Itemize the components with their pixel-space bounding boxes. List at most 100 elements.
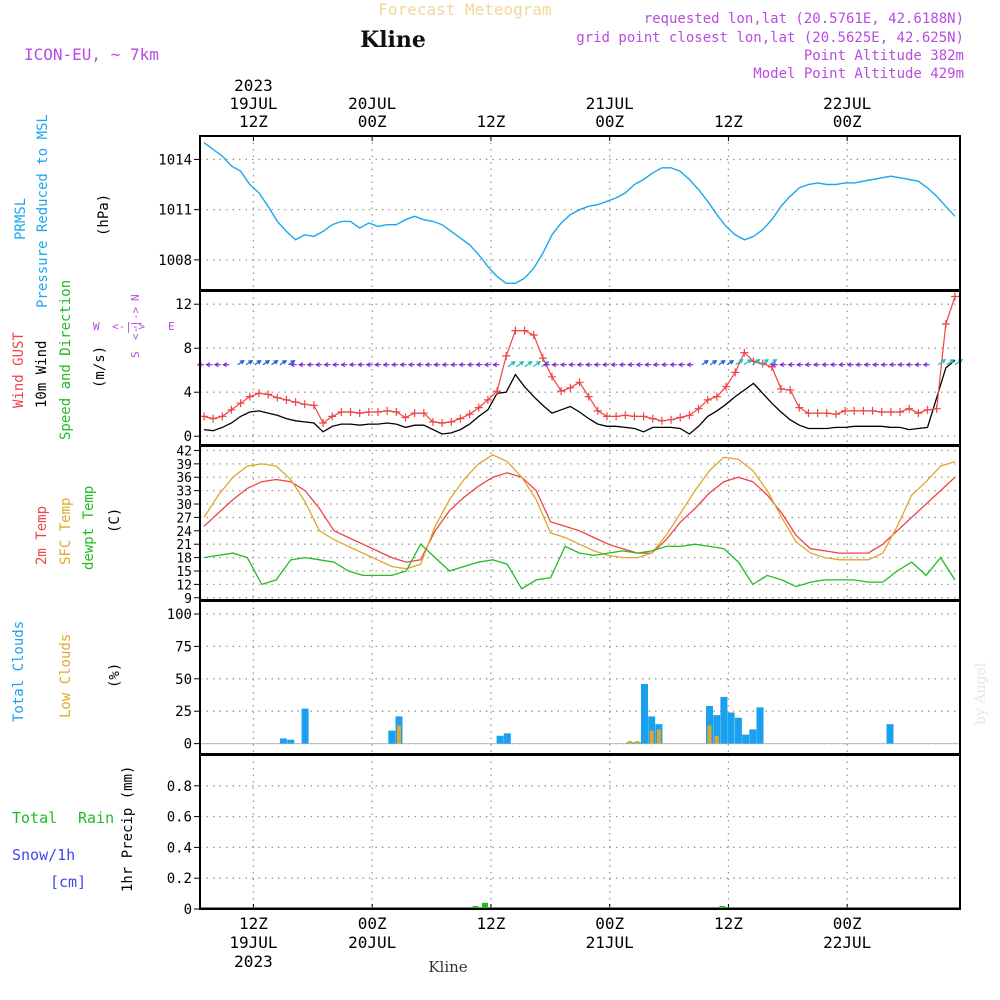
wind-direction-arrow	[515, 360, 525, 368]
wind-direction-arrow	[416, 362, 424, 368]
y-tick-label: 100	[167, 607, 192, 623]
gust-marker	[502, 351, 511, 360]
gust-marker	[493, 387, 502, 396]
y-tick-label: 1011	[158, 203, 192, 219]
gust-marker	[795, 403, 804, 412]
gust-marker	[319, 419, 328, 427]
time-label-hour: 00Z	[358, 914, 387, 933]
compass-s: S	[129, 351, 142, 358]
footer-place: Kline	[428, 958, 467, 976]
cloud-labels: Total Clouds Low Clouds (%)	[11, 621, 123, 722]
gust-marker	[428, 417, 437, 426]
wind-direction-arrow	[871, 362, 880, 368]
gust-marker	[538, 354, 547, 363]
wind-direction-arrow	[778, 362, 787, 368]
wind-direction-arrow	[669, 362, 677, 368]
wind-direction-arrow	[821, 362, 829, 368]
wind-direction-arrow	[701, 359, 709, 366]
wind-direction-arrow	[348, 362, 356, 368]
wind-direction-arrow	[357, 362, 365, 368]
wind-direction-arrow	[880, 362, 888, 368]
gust-marker	[483, 395, 492, 404]
y-tick-label: 27	[176, 511, 192, 526]
bar-low-clouds	[397, 725, 401, 744]
bar-total-clouds	[706, 706, 713, 744]
bar-total-clouds	[756, 707, 764, 744]
requested-coords: requested lon,lat (20.5761E, 42.6188N)	[644, 11, 964, 27]
gust-marker	[868, 406, 877, 415]
bar-total-clouds	[713, 715, 721, 744]
wind-direction-arrow	[331, 362, 340, 368]
gust-marker	[254, 389, 263, 398]
wind-direction-arrow	[492, 362, 500, 368]
gust-marker	[465, 410, 474, 419]
y-tick-label: 1014	[158, 152, 192, 168]
gust-marker	[621, 411, 630, 420]
y-tick-label: 0	[184, 737, 192, 753]
y-tick-label: 18	[176, 552, 192, 567]
gust-marker	[639, 412, 648, 421]
wind-direction-arrow	[323, 362, 331, 368]
time-label-hour: 12Z	[476, 914, 505, 933]
bar-total-clouds	[287, 739, 295, 744]
time-label-hour: 00Z	[595, 112, 624, 131]
gust-marker	[786, 386, 795, 394]
wind-direction-arrow	[297, 362, 306, 368]
label-low-clouds: Low Clouds	[58, 634, 74, 718]
wind-direction-arrow	[576, 362, 584, 368]
wind-direction-arrow	[709, 359, 718, 366]
time-label-hour: 00Z	[833, 914, 862, 933]
wind-direction-arrow	[913, 362, 922, 368]
gust-marker	[456, 414, 465, 423]
bar-total-rain	[472, 906, 479, 909]
wind-direction-arrow	[618, 362, 626, 368]
bar-total-clouds	[648, 716, 656, 744]
wind-direction-arrow	[524, 360, 533, 368]
y-tick-label: 15	[176, 565, 192, 580]
label-ms: (m/s)	[92, 346, 108, 388]
gust-marker	[593, 406, 602, 415]
wind-direction-arrow	[888, 362, 896, 368]
gust-marker	[841, 406, 850, 415]
gust-marker	[932, 404, 941, 413]
y-tick-label: 0.6	[167, 810, 192, 826]
wind-direction-arrow	[441, 362, 449, 368]
wind-direction-arrow	[769, 358, 778, 366]
gust-marker	[896, 408, 905, 416]
gust-marker	[740, 348, 749, 357]
gust-marker	[236, 399, 245, 408]
gust-marker	[337, 408, 346, 416]
panel-frame	[199, 445, 961, 601]
wind-direction-arrow	[373, 362, 382, 368]
wind-direction-arrow	[584, 362, 593, 368]
time-label-day: 20JUL	[348, 94, 396, 113]
wind-direction-arrow	[433, 362, 441, 368]
time-label-year: 2023	[234, 952, 273, 971]
gust-marker	[676, 413, 685, 422]
label-hpa: (hPa)	[96, 194, 112, 236]
y-tick-label: 9	[184, 592, 192, 607]
gust-marker	[813, 409, 822, 418]
wind-direction-arrow	[787, 362, 795, 368]
gust-marker	[291, 398, 300, 407]
y-tick-label: 33	[176, 485, 192, 500]
gust-marker	[804, 409, 813, 418]
wind-direction-arrow	[760, 358, 769, 366]
time-label-day: 21JUL	[586, 933, 634, 952]
gust-marker	[529, 331, 538, 339]
panel-frame	[199, 754, 961, 910]
gust-marker	[447, 417, 456, 426]
bar-total-clouds	[720, 696, 728, 744]
label-sfc-temp: SFC Temp	[58, 498, 74, 565]
wind-direction-arrow	[262, 359, 271, 366]
grid-lines	[200, 136, 960, 910]
y-tick-label: 39	[176, 458, 192, 473]
wind-direction-arrow	[399, 362, 407, 368]
gust-marker	[209, 414, 218, 423]
time-label-hour: 12Z	[714, 112, 743, 131]
wind-direction-arrow	[314, 362, 323, 368]
wind-direction-arrow	[254, 359, 262, 366]
wind-direction-arrow	[213, 362, 221, 368]
y-tick-label: 12	[175, 297, 192, 313]
wind-direction-arrow	[677, 362, 685, 368]
